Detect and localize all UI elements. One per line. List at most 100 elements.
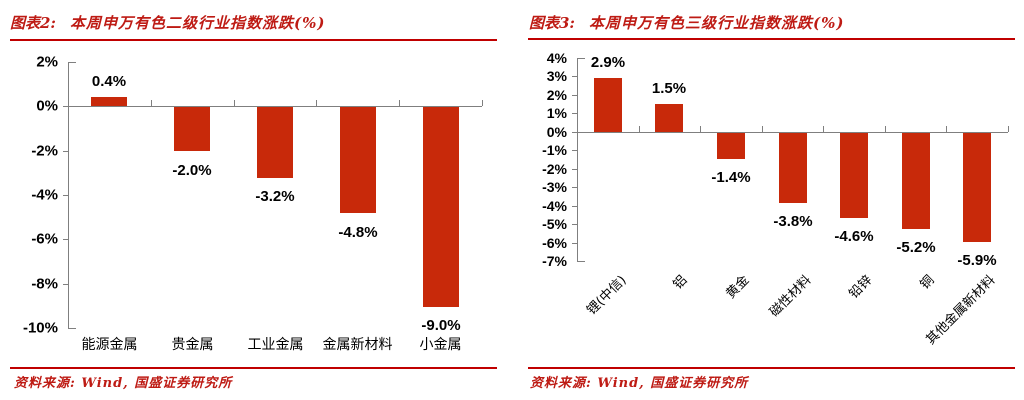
data-label-铜: -5.2% bbox=[896, 239, 936, 256]
y-axis-tick bbox=[572, 132, 577, 133]
category-boundary-tick bbox=[1008, 126, 1009, 132]
category-label-磁性材料: 磁性材料 bbox=[767, 272, 815, 321]
data-label-锂(中信): 2.9% bbox=[590, 54, 626, 71]
y-tick-label: -6% bbox=[31, 230, 58, 248]
category-label-铅锌: 铅锌 bbox=[846, 272, 876, 302]
bar-铝 bbox=[655, 104, 683, 132]
category-label-铜: 铜 bbox=[917, 272, 938, 293]
y-axis-end-tick bbox=[68, 62, 76, 63]
bar-工业金属 bbox=[257, 107, 293, 178]
y-axis-tick bbox=[572, 206, 577, 207]
data-label-磁性材料: -3.8% bbox=[773, 213, 813, 230]
category-boundary-tick bbox=[234, 100, 235, 106]
y-tick-label: -2% bbox=[31, 142, 58, 160]
y-tick-label: -6% bbox=[542, 234, 567, 251]
data-label-贵金属: -2.0% bbox=[172, 162, 212, 179]
y-axis-tick bbox=[63, 151, 68, 152]
category-boundary-tick bbox=[399, 100, 400, 106]
bar-能源金属 bbox=[91, 97, 127, 106]
y-axis-tick bbox=[572, 187, 577, 188]
y-tick-label: -4% bbox=[31, 186, 58, 204]
figure3-title-text: 本周申万有色三级行业指数涨跌(%) bbox=[588, 14, 845, 32]
y-axis-tick bbox=[572, 95, 577, 96]
y-tick-label: -8% bbox=[31, 275, 58, 293]
y-axis-end-tick bbox=[68, 328, 76, 329]
y-axis-tick bbox=[572, 76, 577, 77]
y-tick-label: 2% bbox=[36, 53, 58, 71]
bar-其他金属新材料 bbox=[963, 133, 991, 242]
category-boundary-tick bbox=[482, 100, 483, 106]
y-axis-tick bbox=[572, 169, 577, 170]
bar-贵金属 bbox=[174, 107, 210, 151]
figure2-source-rule bbox=[10, 367, 497, 369]
y-tick-label: -2% bbox=[542, 160, 567, 177]
category-label-金属新材料: 金属新材料 bbox=[322, 337, 393, 353]
figure2-title: 图表2: 本周申万有色二级行业指数涨跌(%) bbox=[10, 12, 325, 33]
y-axis-end-tick bbox=[577, 58, 585, 59]
y-tick-label: 4% bbox=[546, 50, 567, 66]
bar-小金属 bbox=[423, 107, 459, 307]
category-boundary-tick bbox=[823, 126, 824, 132]
category-label-黄金: 黄金 bbox=[723, 272, 753, 302]
bar-锂(中信) bbox=[594, 78, 622, 132]
category-boundary-tick bbox=[639, 126, 640, 132]
category-label-能源金属: 能源金属 bbox=[81, 337, 138, 353]
y-axis-end-tick bbox=[577, 261, 585, 262]
y-tick-label: -4% bbox=[542, 197, 567, 214]
y-tick-label: -7% bbox=[542, 253, 567, 269]
figure3-title-rule bbox=[528, 38, 1015, 40]
figure2-label: 图表2: bbox=[10, 14, 56, 32]
y-axis-tick bbox=[572, 150, 577, 151]
figure2-title-rule bbox=[10, 39, 497, 41]
zero-axis-line-chart1 bbox=[68, 106, 482, 107]
figure3-label: 图表3: bbox=[529, 14, 575, 32]
bar-黄金 bbox=[717, 133, 745, 159]
category-label-小金属: 小金属 bbox=[419, 337, 462, 353]
y-tick-label: -3% bbox=[542, 179, 567, 196]
data-label-黄金: -1.4% bbox=[711, 169, 751, 186]
y-tick-label: -5% bbox=[542, 216, 567, 233]
category-label-工业金属: 工业金属 bbox=[247, 337, 304, 353]
category-label-锂(中信): 锂(中信) bbox=[584, 272, 630, 319]
y-axis-tick bbox=[63, 239, 68, 240]
y-axis-tick bbox=[572, 224, 577, 225]
data-label-小金属: -9.0% bbox=[421, 317, 461, 334]
category-boundary-tick bbox=[151, 100, 152, 106]
y-axis-tick bbox=[63, 106, 68, 107]
y-tick-label: 3% bbox=[546, 68, 567, 85]
data-label-铝: 1.5% bbox=[651, 80, 687, 97]
y-tick-label: -10% bbox=[22, 319, 58, 337]
bar-铅锌 bbox=[840, 133, 868, 218]
y-axis-tick bbox=[572, 113, 577, 114]
data-label-其他金属新材料: -5.9% bbox=[957, 252, 997, 269]
category-boundary-tick bbox=[885, 126, 886, 132]
y-tick-label: -1% bbox=[542, 142, 567, 159]
y-tick-label: 2% bbox=[546, 86, 567, 103]
y-axis-tick bbox=[63, 284, 68, 285]
figure2-source: 资料来源: Wind, 国盛证券研究所 bbox=[14, 376, 233, 391]
figure3-source-rule bbox=[528, 367, 1015, 369]
figure2-title-text: 本周申万有色二级行业指数涨跌(%) bbox=[69, 14, 326, 32]
data-label-金属新材料: -4.8% bbox=[338, 224, 378, 241]
y-tick-label: 0% bbox=[546, 123, 567, 140]
data-label-能源金属: 0.4% bbox=[91, 73, 127, 90]
category-boundary-tick bbox=[762, 126, 763, 132]
category-label-铝: 铝 bbox=[670, 272, 691, 293]
bar-磁性材料 bbox=[779, 133, 807, 203]
data-label-铅锌: -4.6% bbox=[834, 228, 874, 245]
y-tick-label: 1% bbox=[546, 105, 567, 122]
y-axis-line-chart1 bbox=[68, 62, 69, 328]
bar-铜 bbox=[902, 133, 930, 229]
category-boundary-tick bbox=[946, 126, 947, 132]
data-label-工业金属: -3.2% bbox=[255, 188, 295, 205]
category-label-贵金属: 贵金属 bbox=[171, 337, 214, 353]
category-boundary-tick bbox=[700, 126, 701, 132]
zero-axis-line-chart2 bbox=[577, 132, 1008, 133]
bar-金属新材料 bbox=[340, 107, 376, 213]
figure3-title: 图表3: 本周申万有色三级行业指数涨跌(%) bbox=[529, 12, 844, 33]
y-axis-tick bbox=[572, 243, 577, 244]
y-axis-tick bbox=[63, 195, 68, 196]
y-tick-label: 0% bbox=[36, 97, 58, 115]
y-axis-line-chart2 bbox=[577, 58, 578, 261]
